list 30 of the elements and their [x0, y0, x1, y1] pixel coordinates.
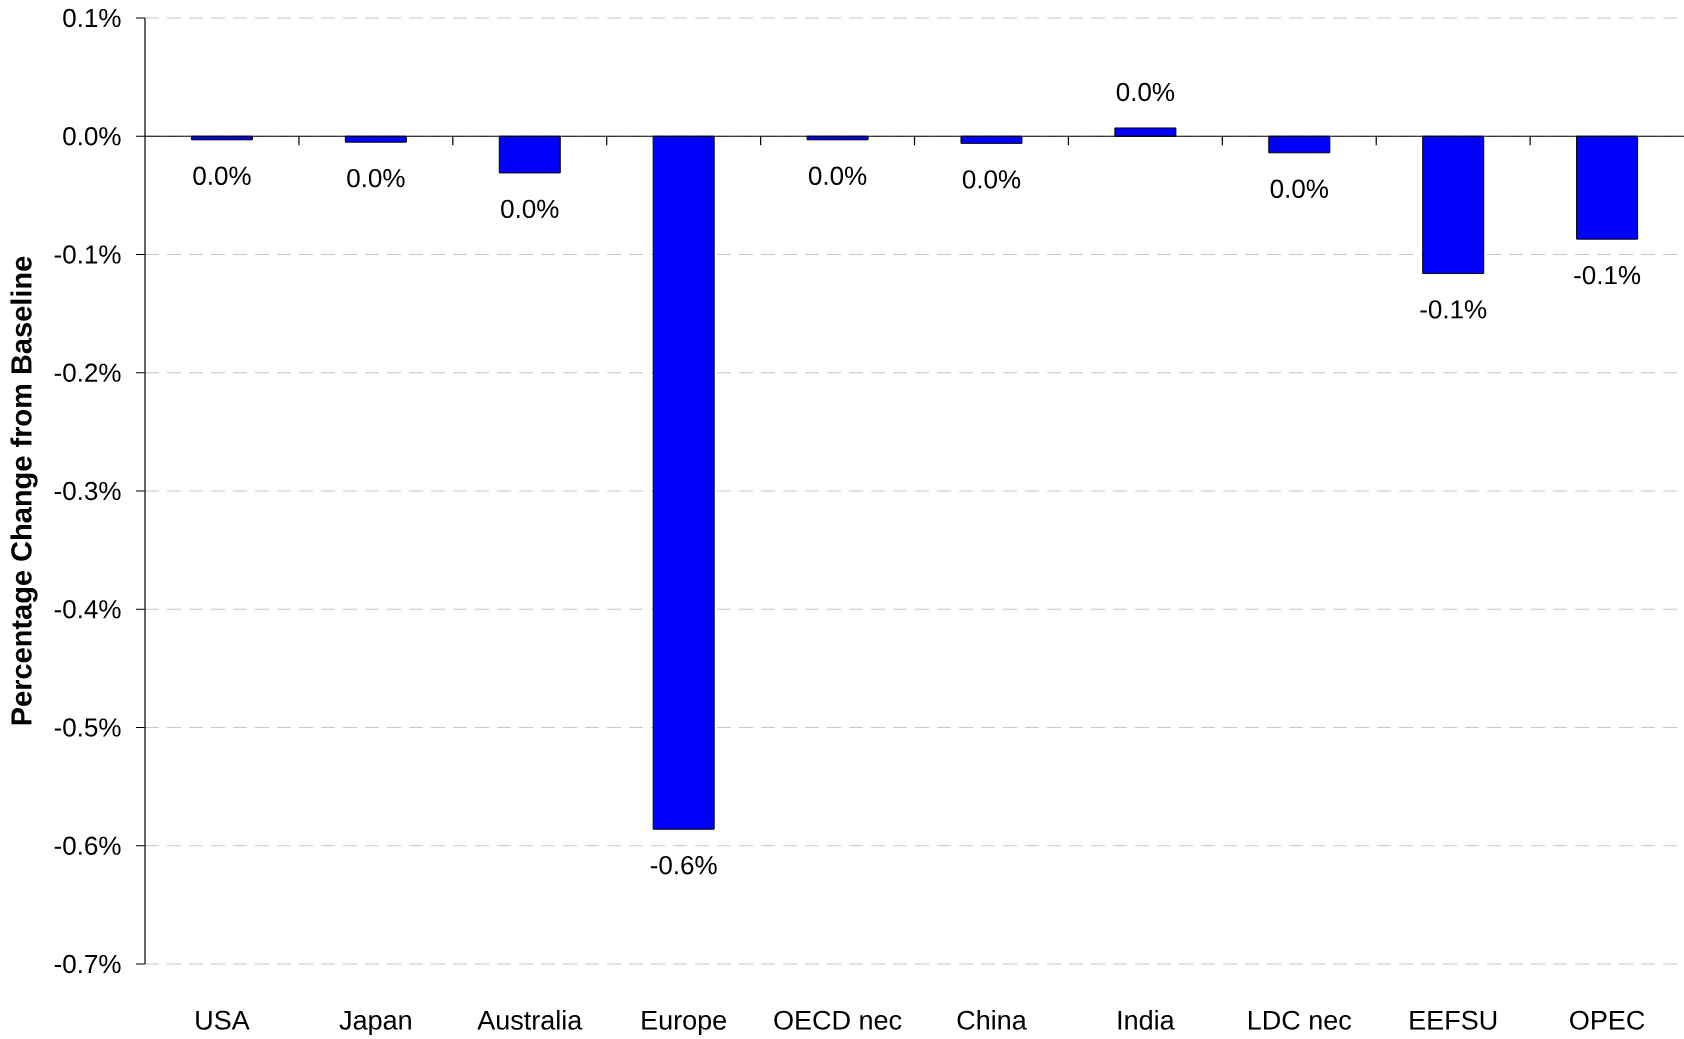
data-label: 0.0%: [347, 168, 405, 188]
y-axis-title: Percentage Change from Baseline: [10, 256, 38, 725]
data-label: 0.0%: [808, 166, 867, 185]
x-tick-label: EEFSU: [1410, 1010, 1497, 1030]
y-tick-label: -0.6%: [54, 836, 121, 855]
y-tick-label: -0.3%: [54, 481, 121, 501]
x-tick-label: Japan: [339, 1010, 411, 1036]
data-label: -0.1%: [1574, 265, 1641, 285]
data-label: 0.0%: [501, 199, 559, 219]
x-tick-label: USA: [196, 1010, 250, 1030]
y-tick-label: -0.7%: [54, 954, 121, 974]
y-tick-label: -0.2%: [54, 363, 121, 382]
y-tick-label: -0.4%: [54, 600, 121, 619]
x-tick-label: Australia: [477, 1009, 583, 1030]
y-tick-label: -0.1%: [54, 245, 121, 264]
data-label: 0.0%: [962, 170, 1021, 189]
x-tick-label: OPEC: [1570, 1010, 1645, 1030]
x-tick-label: India: [1118, 1009, 1175, 1030]
y-tick-label: 0.0%: [63, 127, 121, 146]
data-label: 0.0%: [1270, 179, 1328, 199]
x-tick-label: LDC nec: [1248, 1010, 1352, 1030]
y-tick-label: 0.1%: [63, 8, 121, 28]
x-tick-label: China: [957, 1009, 1027, 1030]
x-tick-label: Europe: [642, 1010, 726, 1036]
data-label: 0.0%: [1116, 82, 1175, 102]
data-label: -0.1%: [1420, 300, 1487, 319]
data-label: 0.0%: [193, 166, 251, 185]
data-label: -0.6%: [650, 855, 717, 875]
y-tick-label: -0.5%: [54, 718, 121, 737]
x-tick-label: OECD nec: [774, 1010, 902, 1030]
